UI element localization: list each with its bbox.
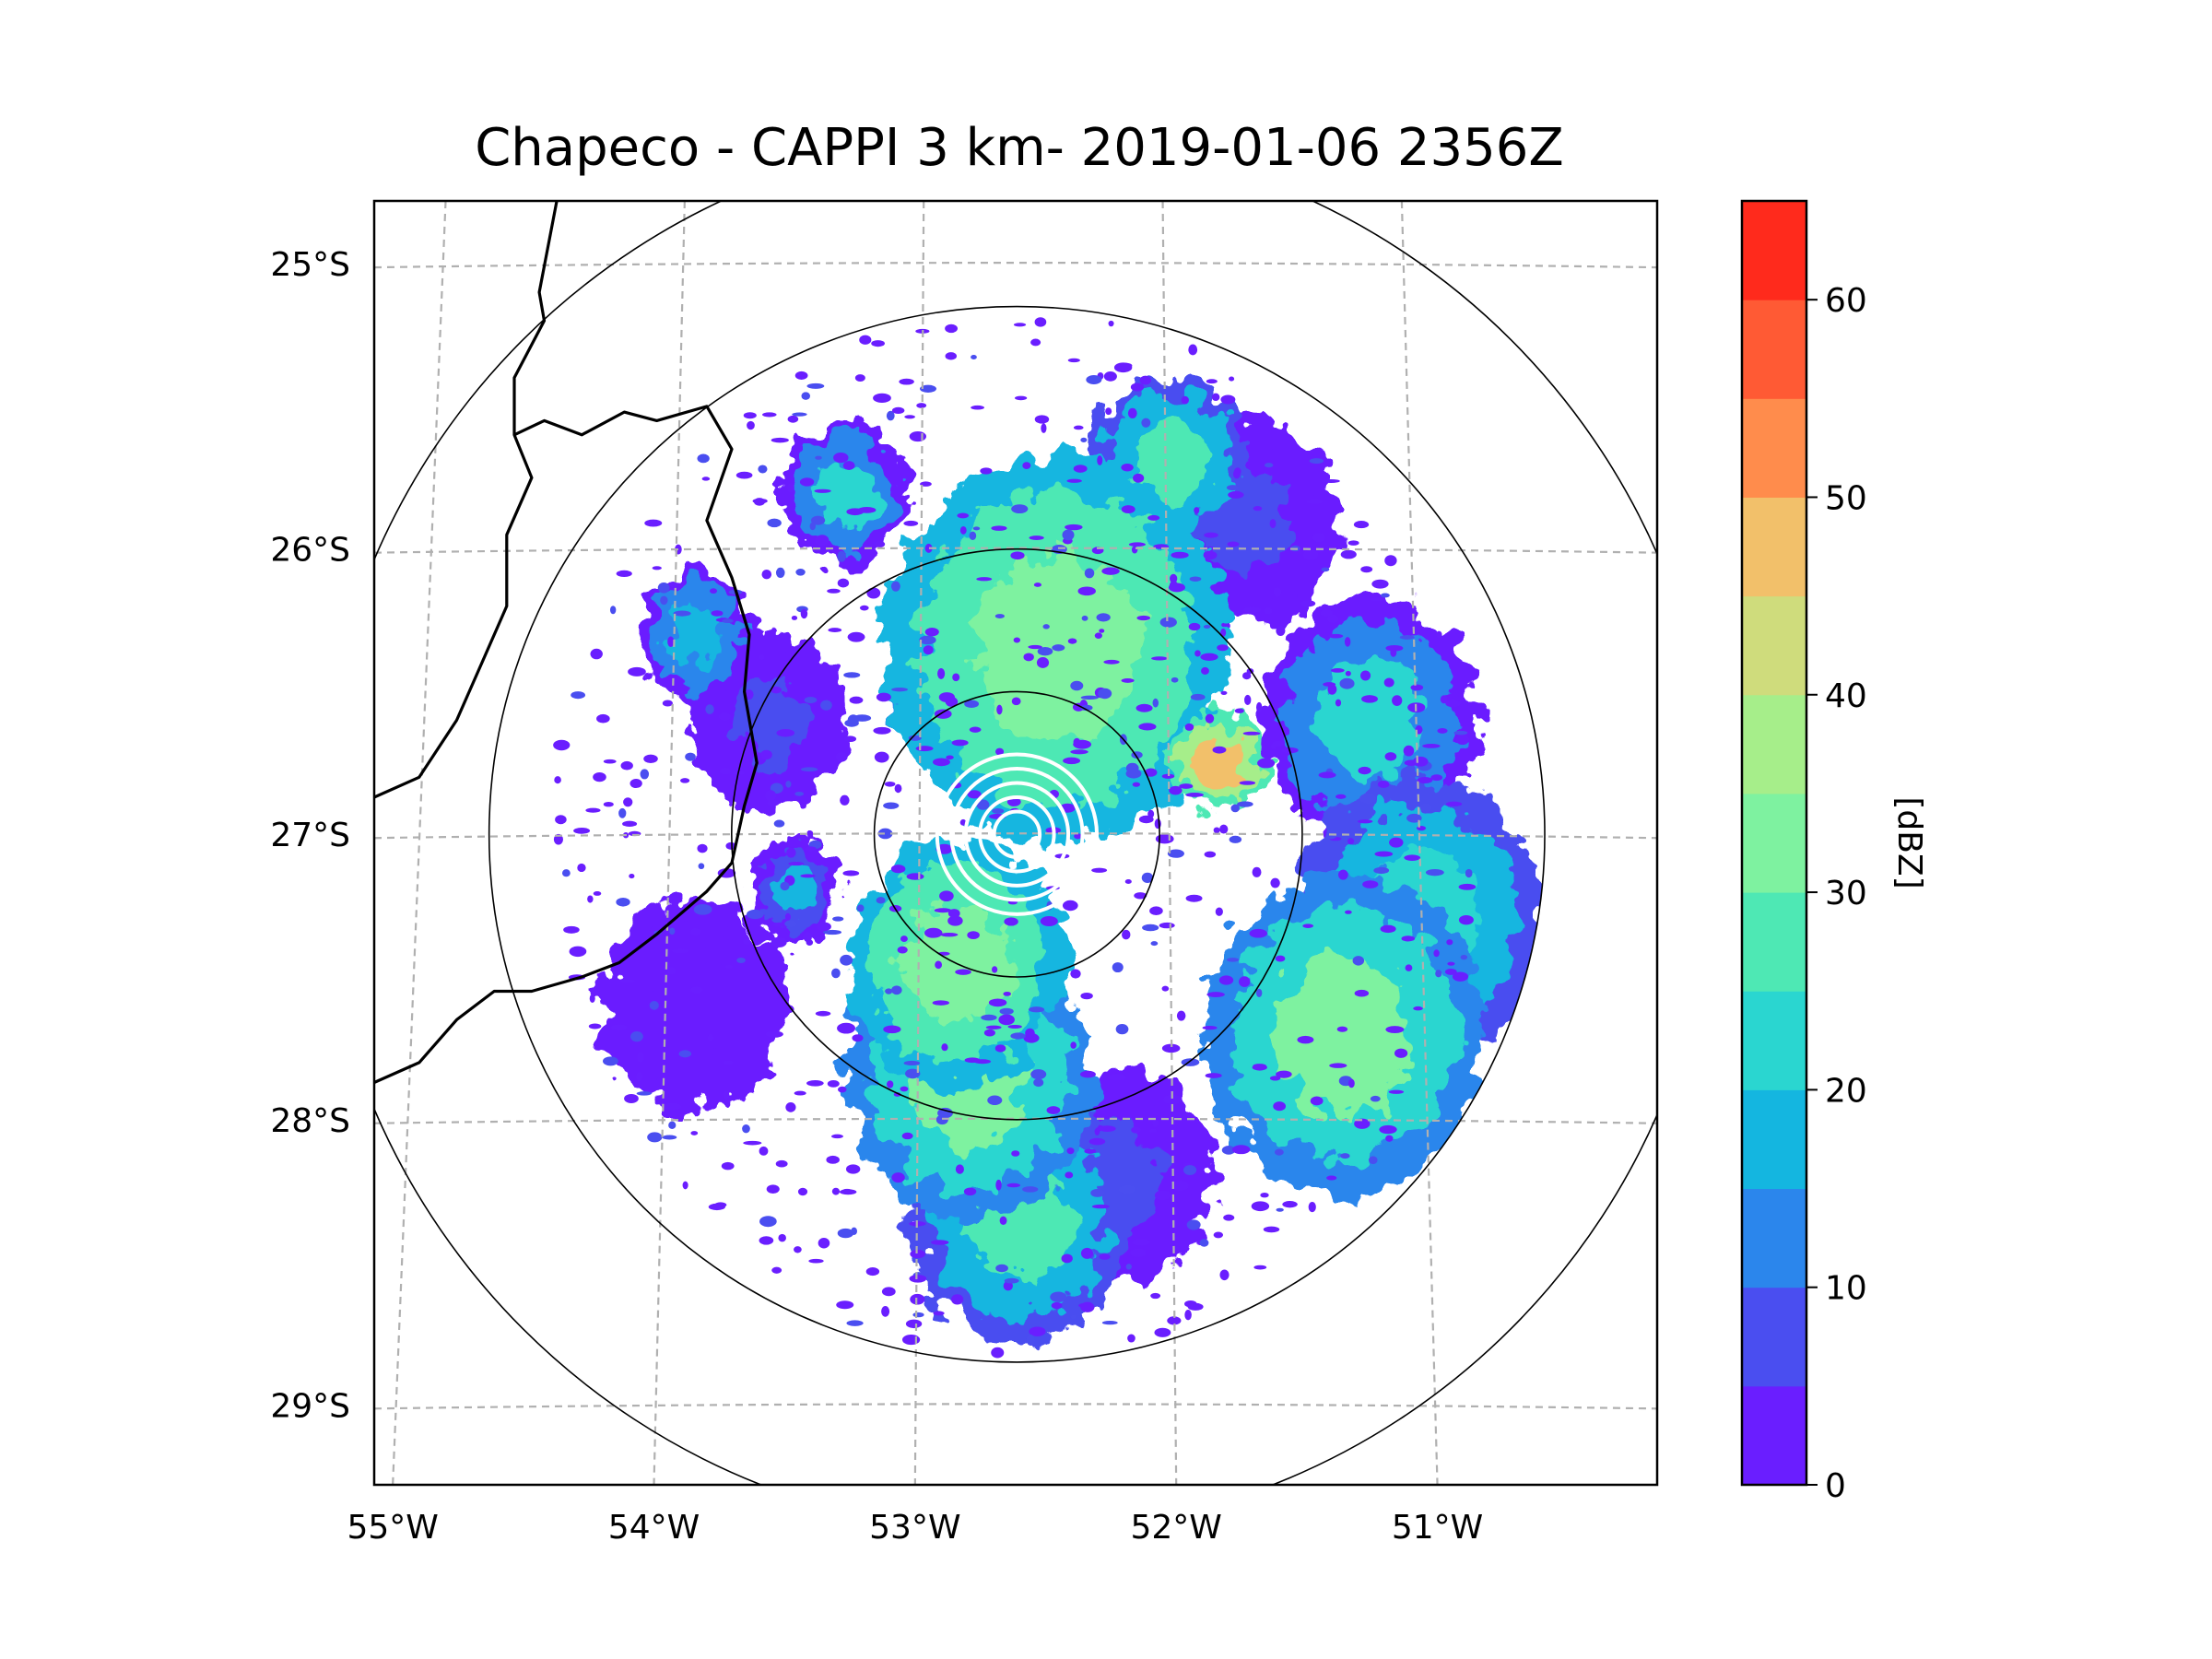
colorbar-segment (1742, 694, 1806, 794)
colorbar-segment (1742, 1188, 1806, 1288)
colorbar-tick-label: 50 (1825, 479, 1867, 517)
lat-tick-label: 28°S (270, 1102, 350, 1140)
speckle-echoes (553, 317, 1477, 1359)
lat-tick-label: 26°S (270, 532, 350, 570)
colorbar-segment (1742, 793, 1806, 893)
precip-cell-core (1277, 957, 1413, 1112)
colorbar-tick-label: 60 (1825, 282, 1867, 320)
lon-tick-label: 52°W (1130, 1509, 1221, 1547)
lon-tick-label: 53°W (869, 1509, 960, 1547)
colorbar: 0 10 20 30 40 50 60 [dBZ] (1740, 199, 1928, 1505)
radar-site-marker (935, 752, 1100, 916)
precip-cell-core (1196, 736, 1242, 789)
lat-tick-label: 25°S (270, 246, 350, 284)
colorbar-segment (1742, 497, 1806, 597)
range-ring (873, 690, 1160, 978)
range-rings (374, 201, 1657, 1485)
colorbar-segment (1742, 1287, 1806, 1387)
map-plot-area (372, 199, 1659, 1487)
clutter-ring (963, 781, 1071, 888)
colorbar-segment (1742, 201, 1806, 300)
axes-frame (372, 199, 1659, 1487)
colorbar-segment (1742, 892, 1806, 992)
lon-tick-label: 55°W (347, 1509, 438, 1547)
border-line (374, 405, 759, 1084)
colorbar-tick-label: 10 (1825, 1270, 1867, 1308)
colorbar-segment (1742, 991, 1806, 1090)
colorbar-frame (1740, 199, 1808, 1487)
precip-cell-core (667, 604, 722, 665)
colorbar-segment (1742, 595, 1806, 696)
axis-ticks: 55°W 54°W 53°W 52°W 51°W 25°S 26°S 27°S 28°S 29°S (270, 246, 1483, 1547)
figure-title: Chapeco - CAPPI 3 km- 2019-01-06 2356Z (475, 118, 1564, 178)
clutter-ring (978, 794, 1056, 874)
range-ring (488, 305, 1546, 1363)
precip-cell-core (771, 865, 818, 917)
colorbar-tick-label: 20 (1825, 1072, 1867, 1110)
lon-tick-label: 51°W (1392, 1509, 1483, 1547)
colorbar-tick-label: 40 (1825, 677, 1867, 715)
clutter-ring (949, 767, 1085, 902)
colorbar-tick-label: 30 (1825, 875, 1867, 912)
clutter-ring (935, 752, 1100, 916)
colorbar-segment (1742, 300, 1806, 399)
precip-cell-core (649, 954, 740, 1057)
precip-cell-core (1316, 660, 1422, 781)
colorbar-segment (1742, 1385, 1806, 1486)
colorbar-label: [dBZ] (1890, 796, 1928, 888)
clutter-ring (992, 809, 1042, 859)
colorbar-segment (1742, 398, 1806, 498)
border-line (374, 201, 559, 799)
lat-tick-label: 29°S (270, 1387, 350, 1425)
range-ring (731, 547, 1303, 1121)
lon-tick-label: 54°W (608, 1509, 700, 1547)
lat-tick-label: 27°S (270, 817, 350, 854)
political-borders (374, 201, 759, 1084)
colorbar-segment (1742, 1089, 1806, 1190)
colorbar-tick-label: 0 (1825, 1467, 1846, 1505)
